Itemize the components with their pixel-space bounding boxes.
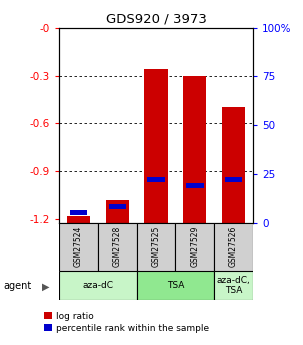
Bar [98, 223, 137, 271]
Legend: log ratio, percentile rank within the sample: log ratio, percentile rank within the sa… [44, 312, 209, 333]
Text: agent: agent [3, 282, 31, 291]
Bar [225, 177, 242, 182]
Bar [147, 177, 165, 182]
Bar [183, 76, 206, 223]
Bar [222, 108, 245, 223]
Bar [145, 69, 168, 223]
Bar [70, 210, 87, 215]
Text: GSM27524: GSM27524 [74, 226, 83, 267]
Text: aza-dC: aza-dC [82, 281, 113, 290]
Bar [108, 205, 126, 209]
Bar [214, 223, 253, 271]
Bar [186, 183, 204, 188]
Text: GSM27526: GSM27526 [229, 226, 238, 267]
Text: GSM27525: GSM27525 [152, 226, 161, 267]
Text: GSM27529: GSM27529 [190, 226, 199, 267]
Text: GSM27528: GSM27528 [113, 226, 122, 267]
Bar [59, 223, 98, 271]
Bar [137, 223, 175, 271]
Bar [59, 271, 137, 300]
Bar [137, 271, 214, 300]
Bar [214, 271, 253, 300]
Bar [67, 216, 90, 223]
Title: GDS920 / 3973: GDS920 / 3973 [106, 12, 206, 25]
Text: aza-dC,
TSA: aza-dC, TSA [217, 276, 251, 295]
Bar [106, 200, 129, 223]
Text: TSA: TSA [167, 281, 184, 290]
Text: ▶: ▶ [42, 282, 50, 291]
Bar [175, 223, 214, 271]
